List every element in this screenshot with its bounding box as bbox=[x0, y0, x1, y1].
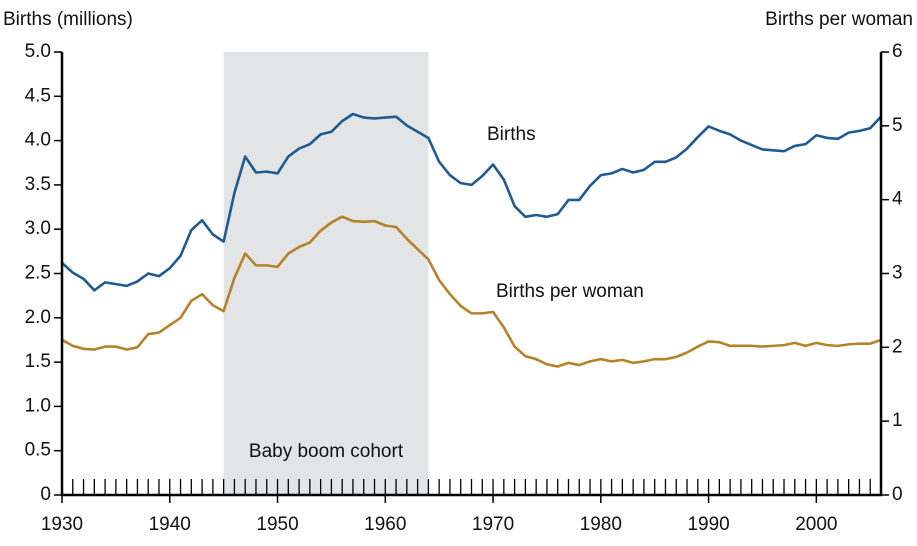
x-tick-label: 1990 bbox=[687, 514, 729, 535]
highlight-band bbox=[223, 52, 429, 495]
x-tick-label: 1960 bbox=[364, 514, 406, 535]
y-tick-label: 0.5 bbox=[25, 440, 51, 461]
y-tick-label: 4.0 bbox=[25, 130, 51, 151]
series-label: Births bbox=[487, 124, 536, 145]
y-tick-label: 0 bbox=[40, 484, 51, 505]
x-tick-label: 1970 bbox=[472, 514, 514, 535]
y-tick-label: 4.5 bbox=[25, 85, 51, 106]
y-tick-label: 3.5 bbox=[25, 174, 51, 195]
x-tick-label: 2000 bbox=[795, 514, 837, 535]
x-tick-label: 1980 bbox=[580, 514, 622, 535]
y-tick-label: 2.0 bbox=[25, 307, 51, 328]
y-axis-label: Births (millions) bbox=[3, 9, 133, 30]
y2-axis-label: Births per woman bbox=[765, 9, 913, 30]
y-tick-label: 5.0 bbox=[25, 41, 51, 62]
y2-tick-label: 5 bbox=[892, 115, 903, 136]
y-tick-label: 3.0 bbox=[25, 218, 51, 239]
y-tick-label: 1.5 bbox=[25, 351, 51, 372]
y-tick-label: 2.5 bbox=[25, 263, 51, 284]
series-label: Births per woman bbox=[496, 281, 644, 302]
y2-tick-label: 1 bbox=[892, 410, 903, 431]
x-tick-label: 1930 bbox=[41, 514, 83, 535]
y-tick-label: 1.0 bbox=[25, 395, 51, 416]
y2-tick-label: 0 bbox=[892, 484, 903, 505]
y2-tick-label: 3 bbox=[892, 263, 903, 284]
data-line bbox=[61, 112, 882, 292]
highlight-label: Baby boom cohort bbox=[249, 441, 404, 462]
data-line bbox=[61, 215, 882, 368]
x-tick-label: 1950 bbox=[256, 514, 298, 535]
y2-tick-label: 2 bbox=[892, 336, 903, 357]
y2-tick-label: 6 bbox=[892, 41, 903, 62]
y2-tick-label: 4 bbox=[892, 189, 903, 210]
x-tick-label: 1940 bbox=[149, 514, 191, 535]
